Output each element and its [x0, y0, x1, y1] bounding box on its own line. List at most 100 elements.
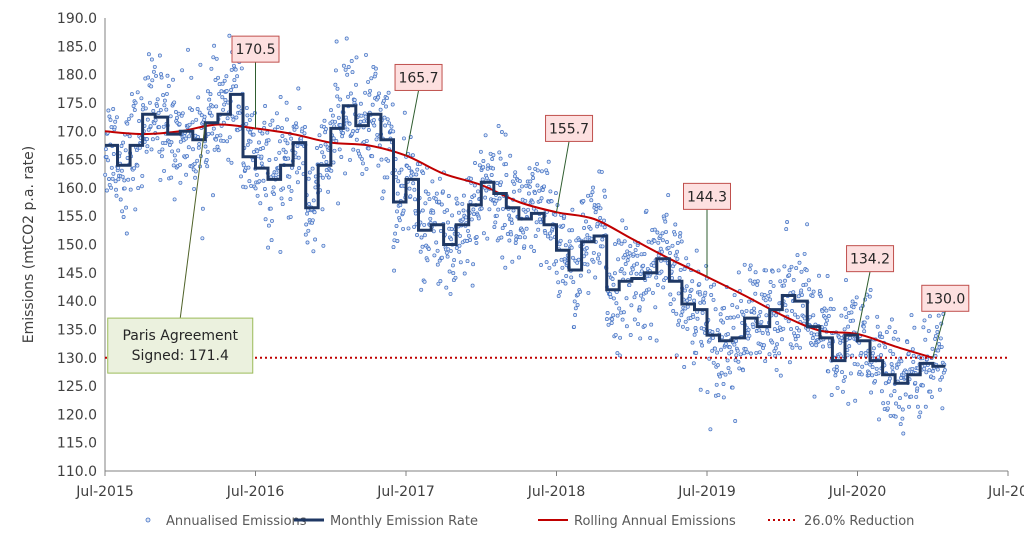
- scatter-point: [171, 163, 176, 168]
- scatter-point: [725, 316, 730, 320]
- scatter-point: [774, 313, 778, 318]
- scatter-point: [613, 242, 618, 247]
- scatter-point: [743, 347, 748, 352]
- scatter-point: [526, 191, 531, 196]
- scatter-point: [402, 110, 407, 115]
- scatter-point: [625, 258, 630, 263]
- scatter-point: [289, 136, 294, 141]
- scatter-point: [888, 413, 893, 418]
- scatter-point: [687, 294, 692, 298]
- scatter-point: [476, 216, 481, 221]
- scatter-point: [861, 324, 866, 329]
- scatter-point: [735, 305, 740, 310]
- scatter-point: [398, 203, 403, 208]
- scatter-point: [767, 352, 772, 357]
- scatter-point: [526, 207, 531, 212]
- scatter-point: [376, 95, 381, 100]
- scatter-point: [906, 351, 911, 356]
- scatter-point: [450, 263, 455, 268]
- scatter-point: [212, 147, 217, 152]
- scatter-point: [274, 111, 279, 116]
- scatter-point: [268, 122, 273, 127]
- scatter-point: [261, 178, 266, 183]
- scatter-point: [894, 365, 899, 370]
- scatter-point: [434, 191, 439, 196]
- scatter-point: [303, 125, 307, 129]
- scatter-point: [395, 209, 399, 214]
- scatter-point: [283, 138, 288, 143]
- scatter-point: [787, 268, 792, 273]
- scatter-point: [876, 371, 881, 376]
- scatter-point: [126, 116, 131, 121]
- scatter-point: [524, 226, 529, 231]
- scatter-point: [531, 176, 536, 180]
- scatter-point: [570, 255, 575, 260]
- scatter-point: [722, 306, 727, 310]
- scatter-point: [597, 260, 602, 265]
- scatter-point: [622, 239, 627, 244]
- scatter-point: [122, 178, 127, 183]
- scatter-point: [393, 231, 398, 236]
- scatter-point: [652, 263, 657, 268]
- x-tick-label: Jul-2017: [376, 484, 435, 500]
- scatter-point: [810, 342, 815, 347]
- scatter-point: [781, 326, 786, 331]
- scatter-point: [530, 200, 535, 205]
- scatter-point: [371, 118, 376, 123]
- scatter-point: [348, 157, 352, 162]
- scatter-point: [585, 233, 590, 238]
- scatter-point: [694, 248, 699, 253]
- scatter-point: [644, 208, 649, 213]
- scatter-point: [489, 173, 494, 177]
- scatter-point: [764, 268, 768, 273]
- scatter-point: [294, 125, 299, 130]
- y-tick-label: 125.0: [57, 379, 97, 395]
- scatter-point: [346, 94, 350, 99]
- scatter-point: [107, 177, 111, 181]
- scatter-point: [739, 309, 744, 314]
- scatter-point: [578, 289, 583, 294]
- scatter-point: [691, 361, 696, 366]
- scatter-point: [827, 344, 832, 349]
- scatter-point: [609, 321, 614, 325]
- scatter-point: [326, 175, 331, 180]
- scatter-point: [149, 57, 154, 62]
- scatter-point: [216, 148, 221, 153]
- scatter-point: [839, 335, 844, 340]
- scatter-point: [873, 379, 878, 384]
- scatter-point: [578, 273, 583, 278]
- scatter-point: [611, 282, 616, 287]
- scatter-point: [660, 231, 665, 236]
- scatter-point: [321, 154, 326, 159]
- scatter-point: [765, 328, 770, 333]
- scatter-point: [783, 278, 787, 283]
- scatter-point: [351, 147, 356, 152]
- scatter-point: [504, 162, 508, 167]
- scatter-point: [762, 293, 767, 297]
- y-axis-label: Emissions (mtCO2 p.a. rate): [21, 146, 37, 344]
- scatter-point: [450, 213, 455, 218]
- scatter-point: [652, 227, 657, 232]
- scatter-point: [431, 229, 436, 234]
- scatter-point: [397, 170, 402, 175]
- scatter-point: [477, 163, 482, 168]
- scatter-point: [791, 277, 796, 282]
- scatter-point: [529, 244, 534, 249]
- scatter-point: [354, 55, 359, 60]
- scatter-point: [364, 52, 368, 57]
- scatter-point: [111, 171, 116, 176]
- scatter-point: [103, 172, 108, 177]
- scatter-point: [173, 110, 178, 114]
- scatter-point: [903, 392, 908, 397]
- scatter-point: [654, 275, 659, 280]
- scatter-point: [870, 373, 875, 378]
- scatter-point: [269, 238, 274, 243]
- scatter-point: [922, 318, 927, 323]
- scatter-point: [848, 335, 853, 340]
- scatter-point: [217, 91, 222, 96]
- scatter-point: [659, 249, 664, 254]
- scatter-point: [741, 368, 745, 373]
- scatter-point: [820, 309, 825, 314]
- scatter-point: [934, 324, 939, 329]
- scatter-point: [591, 259, 596, 264]
